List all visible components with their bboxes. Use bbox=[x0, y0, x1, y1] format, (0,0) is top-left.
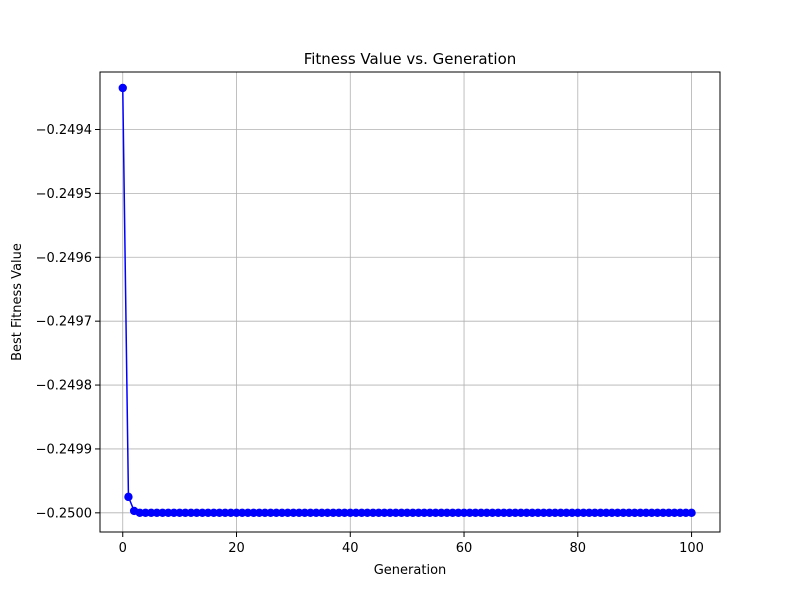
x-tick-label: 0 bbox=[119, 541, 127, 556]
y-axis-ticks: −0.2494 −0.2495 −0.2496 −0.2497 −0.2498 −0.24… bbox=[36, 123, 100, 521]
x-axis-ticks: 0 20 40 60 80 100 bbox=[119, 532, 704, 556]
x-tick-label: 60 bbox=[456, 541, 473, 556]
chart-title: Fitness Value vs. Generation bbox=[304, 50, 517, 68]
grid-lines bbox=[100, 72, 720, 532]
x-axis-label: Generation bbox=[374, 563, 447, 578]
x-tick-label: 40 bbox=[342, 541, 359, 556]
y-tick-label: −0.2498 bbox=[36, 379, 92, 394]
x-tick-label: 80 bbox=[570, 541, 587, 556]
y-tick-label: −0.2500 bbox=[36, 506, 92, 521]
data-point bbox=[687, 508, 696, 518]
y-tick-label: −0.2496 bbox=[36, 251, 92, 266]
series-fitness bbox=[118, 83, 696, 518]
x-tick-label: 100 bbox=[679, 541, 704, 556]
y-tick-label: −0.2495 bbox=[36, 187, 92, 202]
data-point bbox=[118, 83, 127, 93]
data-point bbox=[124, 492, 133, 502]
plot-frame bbox=[99, 71, 721, 533]
y-axis-label: Best Fitness Value bbox=[10, 243, 25, 361]
y-tick-label: −0.2499 bbox=[36, 442, 92, 457]
y-tick-label: −0.2497 bbox=[36, 315, 92, 330]
y-tick-label: −0.2494 bbox=[36, 123, 92, 138]
x-tick-label: 20 bbox=[228, 541, 245, 556]
